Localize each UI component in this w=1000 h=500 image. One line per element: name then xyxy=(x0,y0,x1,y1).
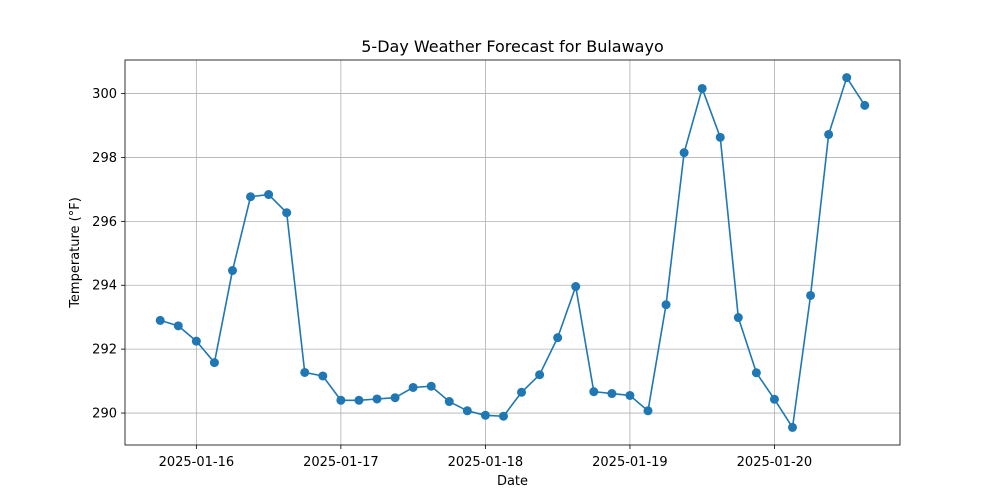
x-tick-label: 2025-01-17 xyxy=(303,455,379,470)
data-point xyxy=(408,382,418,392)
y-tick-label: 294 xyxy=(92,279,117,294)
y-tick-label: 292 xyxy=(92,343,117,358)
data-point xyxy=(336,395,346,405)
y-axis-label: Temperature (°F) xyxy=(68,197,83,309)
y-tick-label: 298 xyxy=(92,151,117,166)
plot-area-frame xyxy=(124,59,901,446)
x-tick-label: 2025-01-19 xyxy=(592,455,668,470)
data-point xyxy=(553,333,563,343)
data-point xyxy=(860,100,870,110)
data-point xyxy=(661,300,671,310)
y-tick-label: 290 xyxy=(92,407,117,422)
data-point xyxy=(589,387,599,397)
x-tick-label: 2025-01-18 xyxy=(448,455,524,470)
data-point xyxy=(535,370,545,380)
data-point xyxy=(751,368,761,378)
data-point xyxy=(300,367,310,377)
x-tick-label: 2025-01-16 xyxy=(159,455,235,470)
data-point xyxy=(390,393,400,403)
y-tick-label: 296 xyxy=(92,215,117,230)
data-point xyxy=(842,73,852,83)
data-point xyxy=(679,148,689,158)
chart-title: 5-Day Weather Forecast for Bulawayo xyxy=(361,37,663,56)
data-point xyxy=(426,381,436,391)
data-point xyxy=(282,208,292,218)
x-axis-label: Date xyxy=(497,474,528,489)
data-point xyxy=(607,389,617,399)
x-tick-label: 2025-01-20 xyxy=(737,455,813,470)
series-line xyxy=(159,76,866,429)
data-point xyxy=(715,132,725,142)
y-tick-label: 300 xyxy=(92,87,117,102)
grid xyxy=(125,60,900,445)
data-point xyxy=(354,395,364,405)
data-point xyxy=(227,266,237,276)
series xyxy=(155,73,870,432)
data-point xyxy=(571,282,581,292)
data-point xyxy=(191,336,201,346)
data-point xyxy=(209,358,219,368)
data-point xyxy=(697,83,707,93)
data-point xyxy=(480,410,490,420)
data-point xyxy=(246,192,256,202)
data-point xyxy=(769,394,779,404)
data-point xyxy=(788,422,798,432)
data-point xyxy=(733,313,743,323)
data-point xyxy=(643,406,653,416)
data-point xyxy=(173,321,183,331)
data-point xyxy=(517,387,527,397)
data-point xyxy=(462,406,472,416)
data-point xyxy=(824,129,834,139)
data-point xyxy=(372,394,382,404)
data-point xyxy=(625,390,635,400)
data-point xyxy=(444,397,454,407)
data-point xyxy=(155,315,165,325)
data-point xyxy=(264,190,274,200)
ticks: 2025-01-16 2025-01-17 2025-01-18 2025-01-19… xyxy=(92,87,812,470)
data-point xyxy=(498,411,508,421)
data-point xyxy=(318,371,328,381)
data-point xyxy=(806,290,816,300)
